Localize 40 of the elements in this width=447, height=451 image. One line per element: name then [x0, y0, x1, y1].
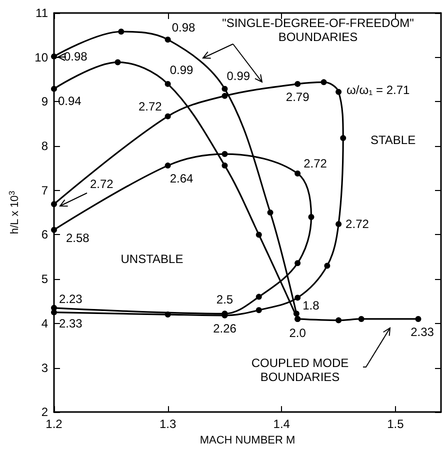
annotation: 2.58	[66, 230, 90, 245]
y-tick-label: 8	[41, 139, 48, 154]
y-tick-label: 2	[41, 405, 48, 420]
y-tick-label: 7	[41, 183, 48, 198]
y-tick-label: 10	[34, 50, 48, 64]
x-tick-label: 1.4	[273, 417, 290, 432]
annotation: 2.72	[138, 99, 162, 114]
y-tick-label: 6	[41, 228, 48, 242]
x-tick-label: 1.5	[387, 417, 404, 432]
annotation: "SINGLE-DEGREE-OF-FREEDOM" BOUNDARIES	[222, 16, 414, 44]
x-tick-label: 1.3	[159, 417, 176, 432]
y-tick-label: 9	[41, 94, 48, 109]
annotation: 2.72	[90, 177, 114, 192]
annotation: 0.98	[172, 20, 196, 35]
x-axis-title: MACH NUMBER M	[200, 434, 296, 446]
annotation: 2.72	[346, 217, 370, 232]
y-tick-label: 5	[41, 272, 48, 286]
annotation: 1.8	[302, 298, 320, 313]
annotation: 2.23	[59, 292, 83, 306]
annotation: STABLE	[370, 133, 416, 147]
annotation: 2.33	[410, 324, 434, 339]
annotation: 0.99	[226, 68, 250, 83]
x-tick-label: 1.2	[46, 417, 63, 432]
annotation: 2.64	[170, 172, 194, 186]
y-tick-label: 4	[41, 316, 48, 330]
y-axis-title: h/L x 103	[8, 190, 21, 234]
y-tick-label: 11	[36, 6, 48, 20]
annotation: 0.99	[170, 62, 194, 77]
annotation: 2.72	[304, 156, 328, 171]
annotation: 0.94	[58, 94, 82, 108]
annotation: 2.33	[59, 316, 83, 330]
y-tick-label: 3	[41, 360, 48, 375]
annotation: COUPLED MODE BOUNDARIES	[251, 356, 349, 384]
annotation: 2.26	[213, 321, 237, 336]
annotation: 2.0	[289, 326, 306, 340]
annotation: ω/ω₁ = 2.71	[346, 82, 410, 97]
annotation: 0.98	[64, 49, 88, 64]
annotation: 2.79	[286, 90, 310, 104]
annotation: 2.5	[216, 292, 234, 307]
annotation: UNSTABLE	[120, 252, 184, 266]
